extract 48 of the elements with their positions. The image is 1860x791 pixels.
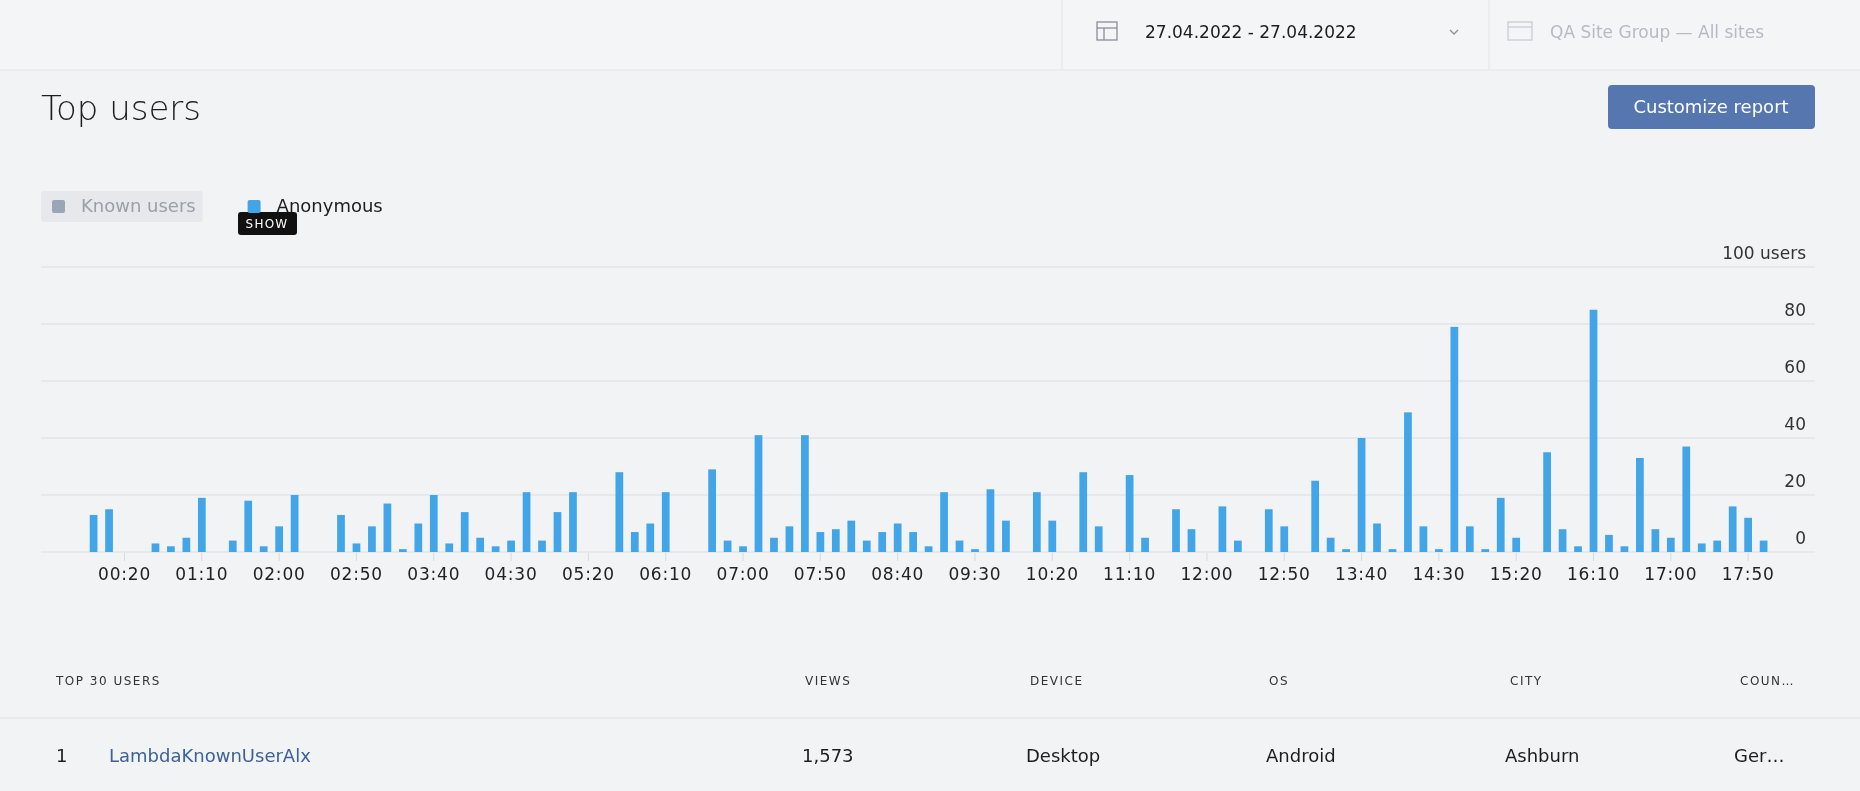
x-tick-label: 04:30 bbox=[484, 564, 538, 584]
text: Ger… bbox=[1734, 745, 1785, 766]
text: Ashburn bbox=[1505, 745, 1580, 766]
text: Android bbox=[1266, 745, 1336, 766]
text: COUN… bbox=[1740, 674, 1796, 688]
x-tick-label: 01:10 bbox=[175, 564, 229, 584]
text: 1,573 bbox=[802, 745, 854, 766]
text: DEVICE bbox=[1030, 674, 1084, 688]
x-tick-label: 12:00 bbox=[1180, 564, 1234, 584]
text: CITY bbox=[1510, 674, 1543, 688]
x-tick-label: 08:40 bbox=[871, 564, 925, 584]
x-tick-label: 03:40 bbox=[407, 564, 461, 584]
text: LambdaKnownUserAlx bbox=[109, 745, 312, 766]
x-tick-label: 12:50 bbox=[1257, 564, 1311, 584]
x-tick-label: 17:50 bbox=[1721, 564, 1775, 584]
x-tick-label: 00:20 bbox=[98, 564, 152, 584]
text: Customize report bbox=[1633, 96, 1789, 117]
x-tick-label: 05:20 bbox=[561, 564, 615, 584]
y-tick-label: 0 bbox=[1795, 528, 1806, 548]
x-tick-label: 14:30 bbox=[1412, 564, 1466, 584]
text: TOP 30 USERS bbox=[55, 674, 161, 688]
text: QA Site Group — All sites bbox=[1550, 22, 1765, 42]
x-tick-label: 07:00 bbox=[716, 564, 770, 584]
text: SHOW bbox=[245, 217, 289, 231]
legend-label: Anonymous bbox=[276, 195, 383, 216]
text: 1 bbox=[56, 745, 68, 766]
x-tick-label: 13:40 bbox=[1335, 564, 1389, 584]
y-tick-label: 40 bbox=[1784, 414, 1806, 434]
x-tick-label: 16:10 bbox=[1567, 564, 1621, 584]
text: 27.04.2022 - 27.04.2022 bbox=[1145, 22, 1357, 42]
legend-label: Known users bbox=[81, 195, 196, 216]
x-tick-label: 07:50 bbox=[793, 564, 847, 584]
x-tick-label: 02:50 bbox=[329, 564, 383, 584]
x-tick-label: 10:20 bbox=[1025, 564, 1079, 584]
text: VIEWS bbox=[805, 674, 852, 688]
x-tick-label: 11:10 bbox=[1103, 564, 1157, 584]
x-tick-label: 06:10 bbox=[639, 564, 693, 584]
x-tick-label: 02:00 bbox=[252, 564, 306, 584]
text: Desktop bbox=[1026, 745, 1101, 766]
chart-title: Top users bbox=[41, 88, 202, 128]
x-tick-label: 15:20 bbox=[1489, 564, 1543, 584]
y-tick-label: 20 bbox=[1784, 471, 1806, 491]
x-tick-label: 17:00 bbox=[1644, 564, 1698, 584]
y-tick-label: 60 bbox=[1784, 357, 1806, 377]
y-tick-label: 80 bbox=[1784, 300, 1806, 320]
y-tick-label: 100 users bbox=[1722, 243, 1807, 263]
x-tick-label: 09:30 bbox=[948, 564, 1002, 584]
text: OS bbox=[1269, 674, 1290, 688]
